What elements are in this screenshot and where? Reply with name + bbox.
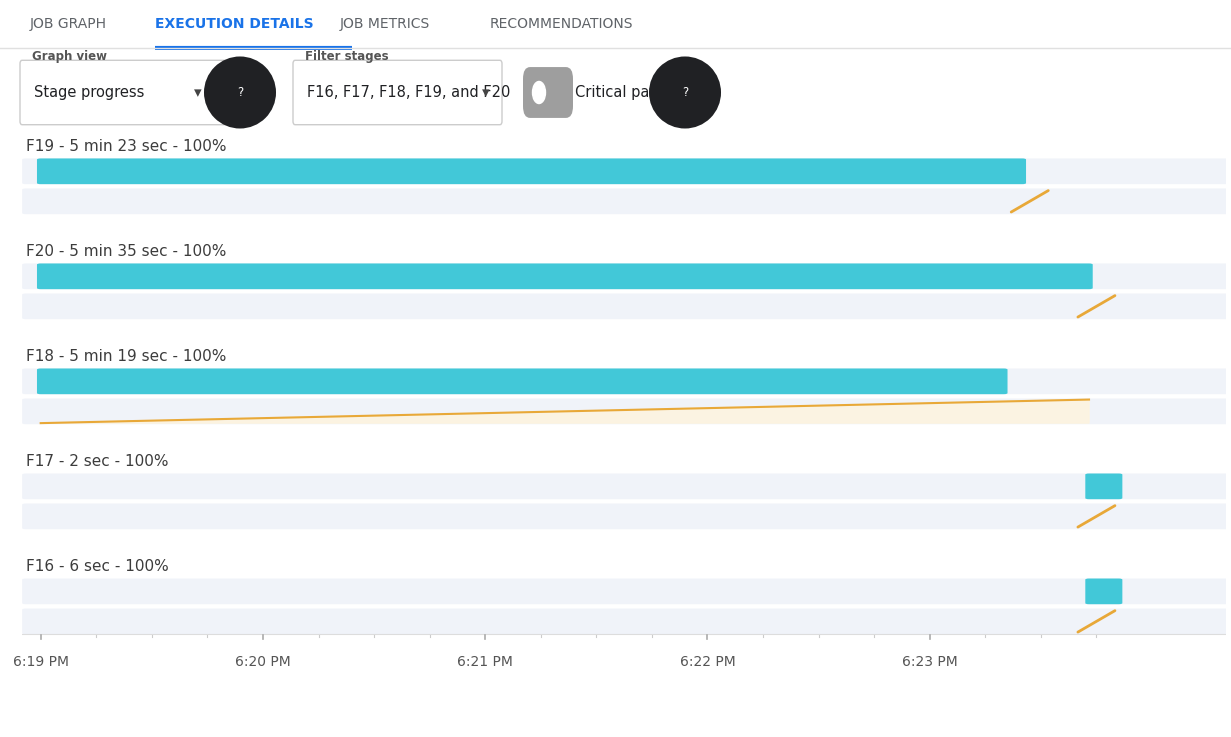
- Text: F16, F17, F18, F19, and F20: F16, F17, F18, F19, and F20: [307, 85, 511, 100]
- FancyBboxPatch shape: [22, 189, 1230, 214]
- Text: JOB GRAPH: JOB GRAPH: [30, 17, 107, 31]
- Text: Filter stages: Filter stages: [305, 50, 389, 63]
- FancyBboxPatch shape: [22, 609, 1230, 635]
- Text: Stage progress: Stage progress: [34, 85, 144, 100]
- Text: F17 - 2 sec - 100%: F17 - 2 sec - 100%: [26, 454, 169, 469]
- FancyBboxPatch shape: [1086, 473, 1123, 499]
- Text: JOB METRICS: JOB METRICS: [340, 17, 431, 31]
- FancyBboxPatch shape: [22, 368, 1230, 394]
- FancyBboxPatch shape: [22, 399, 1230, 425]
- FancyBboxPatch shape: [22, 293, 1230, 319]
- Circle shape: [533, 82, 545, 103]
- FancyBboxPatch shape: [22, 503, 1230, 529]
- Text: RECOMMENDATIONS: RECOMMENDATIONS: [490, 17, 634, 31]
- FancyBboxPatch shape: [37, 368, 1007, 394]
- FancyBboxPatch shape: [22, 579, 1230, 604]
- FancyBboxPatch shape: [293, 60, 502, 125]
- FancyBboxPatch shape: [22, 473, 1230, 499]
- Text: ?: ?: [682, 86, 688, 99]
- FancyBboxPatch shape: [22, 158, 1230, 184]
- Text: EXECUTION DETAILS: EXECUTION DETAILS: [155, 17, 314, 31]
- Text: ?: ?: [236, 86, 244, 99]
- Text: Graph view: Graph view: [32, 50, 107, 63]
- Text: F20 - 5 min 35 sec - 100%: F20 - 5 min 35 sec - 100%: [26, 244, 227, 259]
- Text: 6:21 PM: 6:21 PM: [457, 654, 513, 668]
- Polygon shape: [41, 399, 1089, 423]
- Text: F16 - 6 sec - 100%: F16 - 6 sec - 100%: [26, 559, 169, 574]
- FancyBboxPatch shape: [20, 60, 234, 125]
- Text: 6:22 PM: 6:22 PM: [680, 654, 735, 668]
- Text: Critical path: Critical path: [575, 85, 665, 100]
- Text: 6:19 PM: 6:19 PM: [12, 654, 69, 668]
- Text: ▾: ▾: [483, 85, 490, 100]
- Text: 6:20 PM: 6:20 PM: [235, 654, 291, 668]
- Text: F19 - 5 min 23 sec - 100%: F19 - 5 min 23 sec - 100%: [26, 139, 227, 154]
- FancyBboxPatch shape: [37, 263, 1093, 289]
- FancyBboxPatch shape: [37, 158, 1027, 184]
- Text: F18 - 5 min 19 sec - 100%: F18 - 5 min 19 sec - 100%: [26, 349, 227, 364]
- FancyBboxPatch shape: [523, 67, 572, 118]
- FancyBboxPatch shape: [1086, 579, 1123, 604]
- FancyBboxPatch shape: [22, 263, 1230, 289]
- Text: ▾: ▾: [194, 85, 202, 100]
- Text: 6:23 PM: 6:23 PM: [902, 654, 958, 668]
